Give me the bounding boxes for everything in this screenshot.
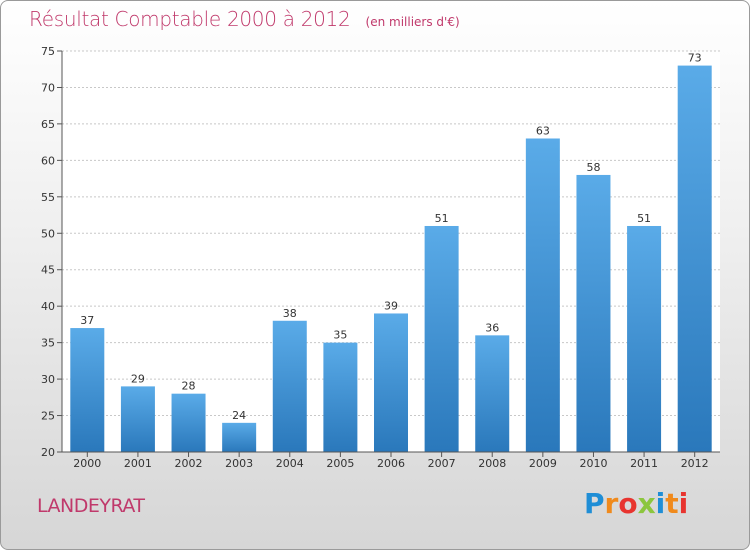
y-tick-label: 25 (41, 410, 55, 423)
x-tick-label: 2005 (326, 457, 354, 470)
bar (525, 138, 560, 452)
axis-layer: 20 25 30 35 40 45 50 55 60 65 70 75 2000 2001 2002 2003… (41, 45, 720, 470)
data-label: 28 (182, 380, 196, 393)
commune-name: LANDEYRAT (37, 495, 145, 517)
y-tick-label: 40 (41, 300, 55, 313)
y-tick-label: 35 (41, 337, 55, 350)
logo-letter: o (618, 487, 638, 520)
bar (627, 225, 662, 452)
y-tick-label: 20 (41, 446, 55, 459)
bar (272, 320, 307, 452)
bar (576, 174, 611, 453)
data-label: 35 (333, 329, 347, 342)
logo-letter: i (655, 487, 666, 520)
chart-title: Résultat Comptable 2000 à 2012 (29, 7, 351, 31)
bar (120, 386, 155, 452)
x-tick-label: 2007 (428, 457, 456, 470)
data-label: 58 (586, 161, 600, 174)
x-tick-label: 2008 (478, 457, 506, 470)
data-label: 51 (435, 212, 449, 225)
title-row: Résultat Comptable 2000 à 2012 (en milli… (29, 7, 460, 31)
bar (424, 225, 459, 452)
logo-letter: i (678, 487, 689, 520)
data-label: 38 (283, 307, 297, 320)
x-tick-label: 2003 (225, 457, 253, 470)
bar (222, 422, 257, 452)
data-label: 51 (637, 212, 651, 225)
x-tick-label: 2010 (579, 457, 607, 470)
proxiti-logo: Proxiti (584, 487, 688, 520)
y-tick-label: 65 (41, 118, 55, 131)
data-label: 29 (131, 372, 145, 385)
chart-subtitle: (en milliers d'€) (365, 15, 460, 29)
x-tick-label: 2011 (630, 457, 658, 470)
x-tick-label: 2004 (276, 457, 304, 470)
x-tick-label: 2001 (124, 457, 152, 470)
y-tick-label: 60 (41, 154, 55, 167)
y-tick-label: 30 (41, 373, 55, 386)
y-tick-label: 55 (41, 191, 55, 204)
bar (70, 328, 105, 452)
y-tick-label: 75 (41, 45, 55, 58)
x-tick-label: 2012 (681, 457, 709, 470)
bar (677, 65, 712, 452)
logo-letter: t (665, 487, 679, 520)
x-tick-label: 2002 (175, 457, 203, 470)
y-tick-label: 70 (41, 81, 55, 94)
bar (171, 393, 206, 452)
logo-letter: P (584, 487, 605, 520)
x-tick-label: 2000 (73, 457, 101, 470)
bars-layer: 37 29 28 24 38 35 39 51 36 63 58 51 73 (70, 52, 712, 453)
data-label: 36 (485, 321, 499, 334)
data-label: 73 (688, 52, 702, 65)
x-tick-label: 2009 (529, 457, 557, 470)
data-label: 24 (232, 409, 246, 422)
x-tick-label: 2006 (377, 457, 405, 470)
bar (323, 342, 358, 452)
logo-letter: r (604, 487, 619, 520)
data-label: 37 (80, 314, 94, 327)
bar (475, 335, 510, 452)
data-label: 63 (536, 124, 550, 137)
data-label: 39 (384, 299, 398, 312)
bar (374, 313, 408, 452)
y-tick-label: 45 (41, 264, 55, 277)
logo-letter: x (637, 487, 656, 520)
y-tick-label: 50 (41, 227, 55, 240)
